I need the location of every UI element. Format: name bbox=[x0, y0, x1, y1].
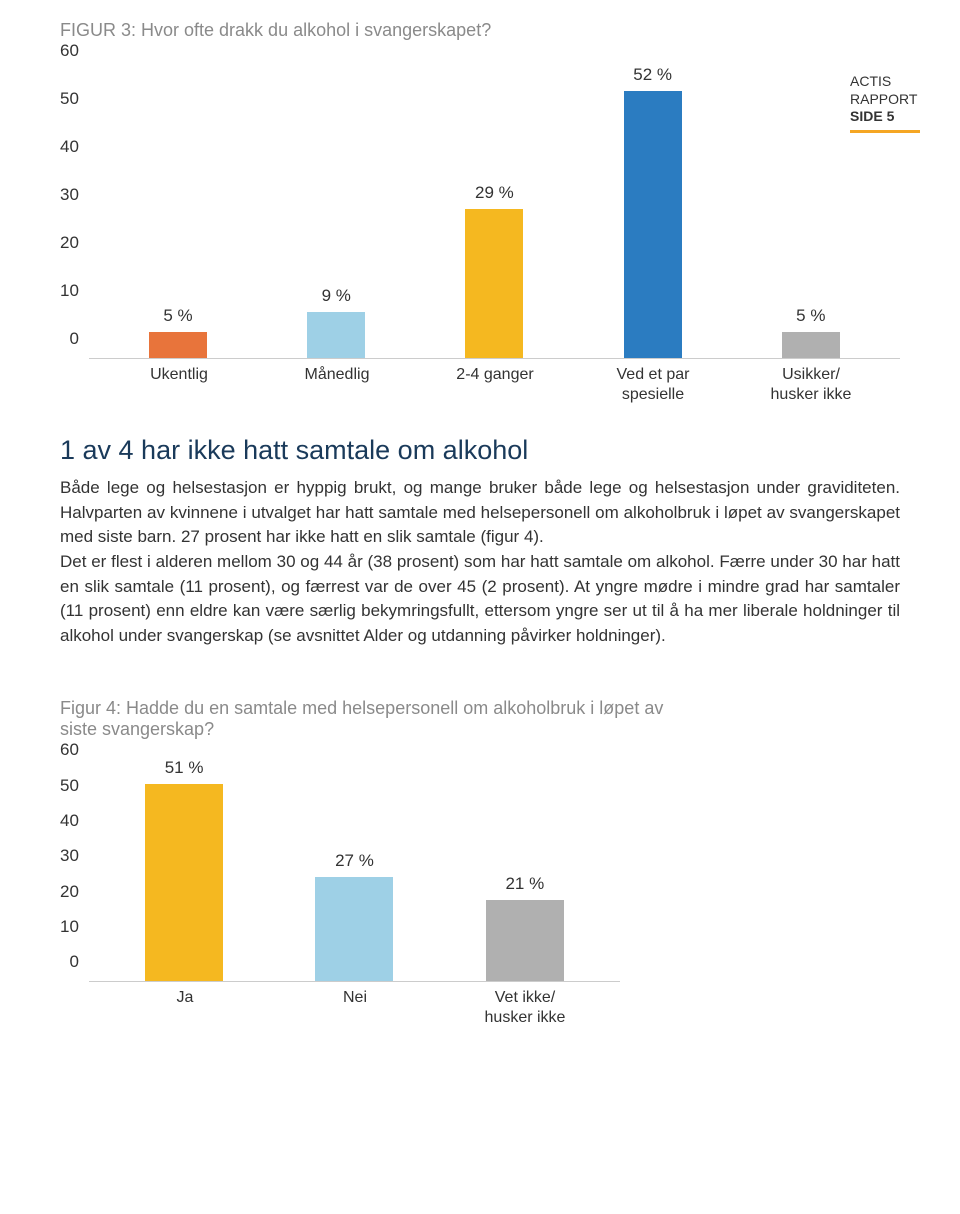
y-tick: 20 bbox=[60, 882, 79, 902]
y-tick: 0 bbox=[69, 952, 78, 972]
paragraph-1: Både lege og helsestasjon er hyppig bruk… bbox=[60, 476, 900, 550]
bar-value-label: 51 % bbox=[165, 758, 204, 778]
y-tick: 30 bbox=[60, 846, 79, 866]
figure4-x-labels: JaNeiVet ikke/husker ikke bbox=[90, 982, 620, 1028]
bar bbox=[465, 209, 523, 358]
bar bbox=[149, 332, 207, 358]
bar-column: 21 % bbox=[486, 750, 564, 981]
bar bbox=[307, 312, 365, 358]
bar-value-label: 5 % bbox=[796, 306, 825, 326]
figure4-plot: 51 % 27 % 21 % bbox=[89, 750, 620, 982]
figure4-bars: 51 % 27 % 21 % bbox=[89, 750, 620, 981]
y-tick: 40 bbox=[60, 811, 79, 831]
bar-column: 9 % bbox=[307, 51, 365, 358]
bar-column: 51 % bbox=[145, 750, 223, 981]
y-tick: 10 bbox=[60, 281, 79, 301]
bar-column: 27 % bbox=[315, 750, 393, 981]
figure3-chart: ACTIS RAPPORT SIDE 5 6050403020100 5 %9 … bbox=[60, 51, 900, 405]
bar-column: 5 % bbox=[149, 51, 207, 358]
bar bbox=[782, 332, 840, 358]
bar-value-label: 29 % bbox=[475, 183, 514, 203]
bar bbox=[315, 877, 393, 981]
y-tick: 50 bbox=[60, 89, 79, 109]
figure3-bars: 5 % 9 % 29 % 52 % 5 % bbox=[89, 51, 900, 358]
x-label: Ja bbox=[100, 988, 270, 1028]
x-label: Ved et parspesielle bbox=[574, 365, 732, 405]
bar-value-label: 21 % bbox=[505, 874, 544, 894]
y-tick: 30 bbox=[60, 185, 79, 205]
figure3-y-axis: 60 50 40 30 20 10 0 bbox=[60, 41, 89, 349]
figure4-title: Figur 4: Hadde du en samtale med helsepe… bbox=[60, 698, 700, 740]
y-tick: 0 bbox=[69, 329, 78, 349]
y-tick: 20 bbox=[60, 233, 79, 253]
figure4-y-axis: 60 50 40 30 20 10 0 bbox=[60, 740, 89, 972]
bar-value-label: 52 % bbox=[633, 65, 672, 85]
y-tick: 50 bbox=[60, 776, 79, 796]
bar-value-label: 27 % bbox=[335, 851, 374, 871]
y-tick: 10 bbox=[60, 917, 79, 937]
bar-column: 29 % bbox=[465, 51, 523, 358]
x-label: Ukentlig bbox=[100, 365, 258, 405]
bar-value-label: 9 % bbox=[322, 286, 351, 306]
x-label: 2-4 ganger bbox=[416, 365, 574, 405]
y-tick: 40 bbox=[60, 137, 79, 157]
section-heading: 1 av 4 har ikke hatt samtale om alkohol bbox=[60, 435, 900, 466]
x-label: Vet ikke/husker ikke bbox=[440, 988, 610, 1028]
bar bbox=[486, 900, 564, 981]
figure3-plot: 5 % 9 % 29 % 52 % 5 % bbox=[89, 51, 900, 359]
bar bbox=[624, 91, 682, 358]
paragraph-2: Det er flest i alderen mellom 30 og 44 å… bbox=[60, 550, 900, 649]
body-text: Både lege og helsestasjon er hyppig bruk… bbox=[60, 476, 900, 648]
y-tick: 60 bbox=[60, 740, 79, 760]
y-tick: 60 bbox=[60, 41, 79, 61]
bar bbox=[145, 784, 223, 981]
figure3-x-labels: UkentligMånedlig2-4 gangerVed et parspes… bbox=[90, 359, 900, 405]
bar-value-label: 5 % bbox=[163, 306, 192, 326]
bar-column: 52 % bbox=[624, 51, 682, 358]
x-label: Usikker/husker ikke bbox=[732, 365, 890, 405]
x-label: Nei bbox=[270, 988, 440, 1028]
figure3-title: FIGUR 3: Hvor ofte drakk du alkohol i sv… bbox=[60, 20, 900, 41]
bar-column: 5 % bbox=[782, 51, 840, 358]
figure4-chart: 6050403020100 51 %27 %21 % JaNeiVet ikke… bbox=[60, 750, 620, 1028]
x-label: Månedlig bbox=[258, 365, 416, 405]
